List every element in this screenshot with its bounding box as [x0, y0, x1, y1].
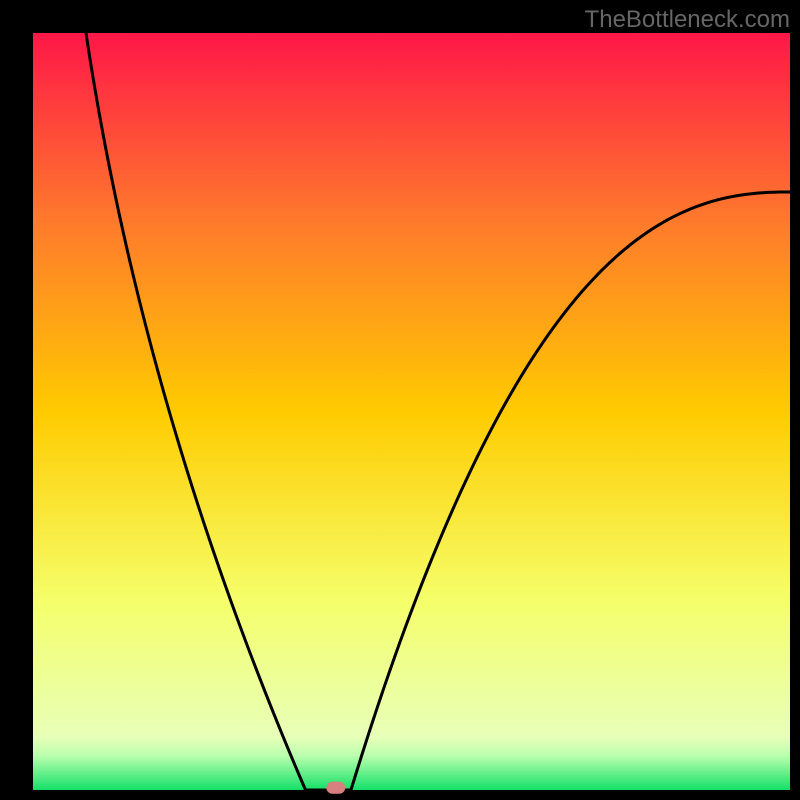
plot-background	[33, 33, 790, 790]
minimum-marker	[326, 782, 345, 794]
bottleneck-chart	[0, 0, 800, 800]
watermark-text: TheBottleneck.com	[585, 6, 790, 34]
chart-container: TheBottleneck.com	[0, 0, 800, 800]
